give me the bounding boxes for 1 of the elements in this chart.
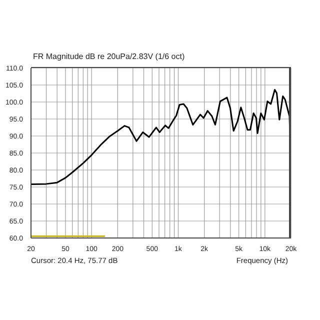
chart-title: FR Magnitude dB re 20uPa/2.83V (1/6 oct) — [33, 52, 185, 61]
